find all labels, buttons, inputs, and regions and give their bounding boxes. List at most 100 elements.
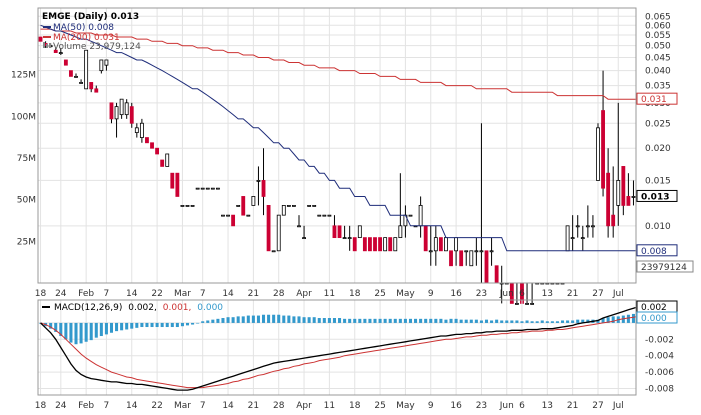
macd-hist-bar-92 (505, 320, 509, 323)
macd-hist-bar-18 (130, 322, 134, 329)
candle-80 (444, 237, 448, 252)
macd-hist-bar-3 (54, 322, 58, 332)
candle-29 (185, 205, 190, 207)
macd-hist-bar-93 (510, 320, 514, 323)
date-label-top-19: Jun (499, 289, 514, 299)
candle-116 (626, 173, 631, 206)
candle-104 (565, 225, 570, 252)
macd-legend-hist: 0.000 (197, 303, 223, 313)
volume-tag-value: 23979124 (641, 263, 687, 273)
svg-text:MACD(12,26,9) 0.002,: MACD(12,26,9) 0.002, 0.001, 0.000 (54, 303, 223, 313)
candle-42 (251, 196, 256, 206)
macd-tick-3: -0.002 (645, 335, 674, 345)
candle-34 (210, 187, 215, 190)
macd-hist-bar-33 (206, 320, 210, 323)
macd-hist-bar-69 (388, 318, 392, 323)
candle-70 (393, 237, 398, 252)
candle-7 (74, 73, 78, 78)
candle-20 (139, 118, 144, 143)
candle-55 (317, 214, 322, 217)
candle-32 (200, 187, 205, 190)
macd-hist-bar-24 (160, 322, 164, 328)
date-label-bottom-11: Apr (296, 401, 312, 411)
candle-46 (271, 250, 276, 253)
macd-hist-bar-104 (566, 320, 570, 323)
candle-4 (58, 47, 63, 55)
macd-hist-bar-54 (312, 317, 316, 323)
candle-0 (38, 36, 43, 42)
date-label-bottom-16: 9 (428, 401, 434, 411)
candle-117 (631, 180, 636, 206)
macd-panel-border (37, 299, 637, 396)
candle-21 (145, 137, 149, 144)
macd-hist-bar-37 (226, 317, 230, 323)
volume-tick-2: 75M (17, 154, 36, 164)
macd-hist-bar-57 (327, 318, 331, 323)
macd-hist-bar-96 (525, 320, 529, 323)
macd-hist-bar-46 (272, 314, 276, 323)
candle-37 (226, 214, 230, 217)
date-label-top-17: 16 (450, 289, 462, 299)
candle-115 (621, 166, 626, 216)
macd-hist-bar-8 (79, 322, 83, 344)
candle-5 (63, 59, 68, 66)
macd-hist-bar-26 (170, 322, 174, 328)
candle-17 (124, 99, 129, 119)
date-label-bottom-10: 28 (273, 401, 285, 411)
legend-ma200: MA(200) 0.031 (43, 33, 120, 43)
macd-hist-bar-91 (500, 320, 504, 323)
candle-114 (616, 102, 621, 226)
macd-hist-bar-112 (606, 317, 610, 323)
candle-24 (160, 159, 165, 167)
candle-110 (596, 123, 600, 181)
macd-hist-bar-66 (373, 318, 377, 323)
candle-108 (585, 205, 590, 238)
macd-hist-bar-61 (348, 318, 352, 323)
macd-hist-bar-58 (332, 318, 336, 323)
candle-64 (362, 237, 367, 252)
candle-89 (489, 237, 494, 266)
candle-47 (276, 214, 281, 252)
candle-3 (53, 47, 58, 53)
price-tick-2: 0.020 (645, 144, 671, 154)
candle-112 (606, 148, 611, 238)
candle-71 (398, 173, 403, 239)
date-label-top-7: 7 (200, 289, 206, 299)
macd-hist-bar-14 (109, 322, 114, 333)
candle-67 (378, 237, 382, 252)
macd-hist-bar-105 (571, 320, 575, 323)
macd-hist-bar-72 (403, 318, 407, 323)
date-label-bottom-15: May (396, 401, 415, 411)
macd-hist-bar-42 (251, 315, 255, 323)
candle-111 (601, 70, 605, 197)
date-label-top-10: 28 (273, 289, 285, 299)
legend-ma50: MA(50) 0.008 (43, 23, 114, 33)
candle-36 (221, 214, 225, 217)
candle-60 (342, 225, 347, 240)
macd-hist-bar-65 (368, 318, 372, 323)
date-label-bottom-6: Mar (174, 401, 191, 411)
macd-hist-bar-38 (231, 317, 235, 323)
macd-hist-bar-35 (216, 318, 220, 323)
macd-hist-bar-2 (49, 322, 53, 329)
candle-48 (281, 205, 286, 216)
date-label-bottom-22: 21 (567, 401, 578, 411)
candle-16 (119, 98, 124, 119)
price-tick-6: 0.040 (645, 67, 671, 77)
macd-hist-bar-85 (469, 319, 473, 323)
macd-hist-bar-75 (419, 318, 423, 323)
legend-volume: Volume 23,979,124 (43, 42, 141, 52)
date-label-bottom-18: 23 (476, 401, 487, 411)
macd-hist-bar-110 (596, 319, 600, 323)
date-label-top-24: Jul (612, 289, 624, 299)
macd-signal-line (40, 315, 639, 389)
macd-hist-bar-83 (459, 319, 463, 323)
ma50-tag-value: 0.008 (641, 247, 667, 257)
candle-10 (89, 82, 94, 93)
price-tick-3: 0.025 (645, 119, 671, 129)
macd-hist-bar-77 (429, 318, 433, 323)
candle-106 (575, 215, 580, 238)
macd-hist-bar-95 (520, 321, 524, 323)
macd-hist-bar-49 (287, 315, 291, 323)
macd-hist-bar-32 (201, 321, 205, 323)
